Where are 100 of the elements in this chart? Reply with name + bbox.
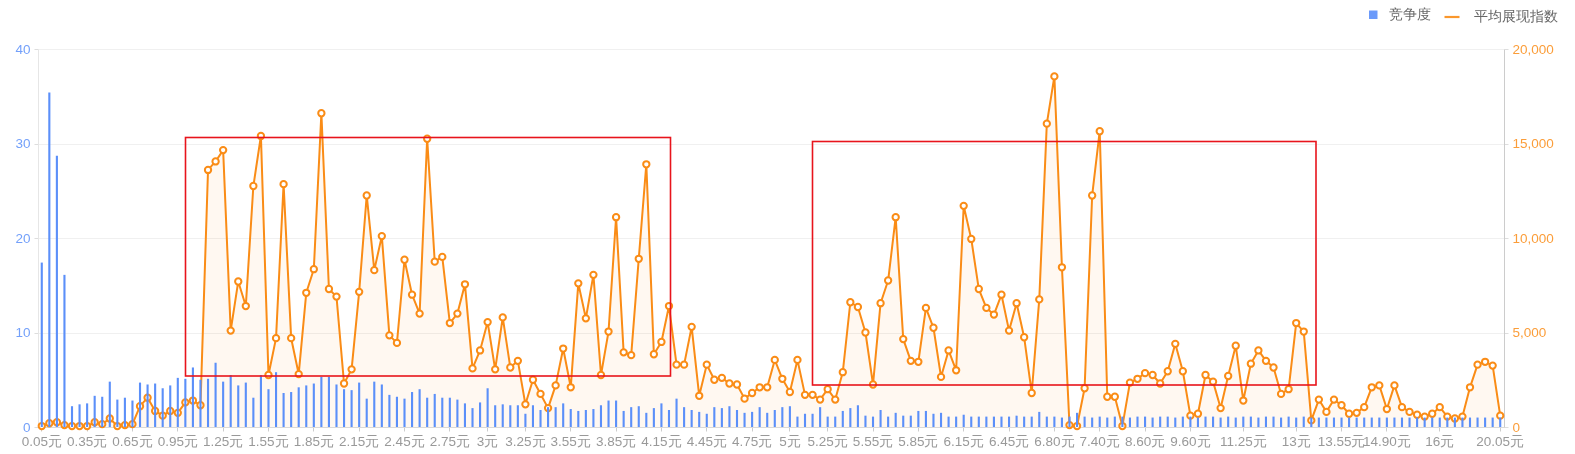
bar xyxy=(690,409,693,427)
bar xyxy=(1234,417,1237,427)
bar xyxy=(1181,416,1184,427)
bar xyxy=(1166,416,1169,427)
bar xyxy=(856,405,859,427)
bar xyxy=(471,408,474,427)
bar xyxy=(335,384,338,427)
legend-label: 平均展现指数 xyxy=(1474,9,1558,24)
bar xyxy=(524,413,527,427)
x-tick-label: 16元 xyxy=(1425,433,1455,449)
x-tick-label: 4.75元 xyxy=(731,433,773,449)
bar xyxy=(1332,417,1336,427)
x-tick-label: 0.65元 xyxy=(112,433,153,449)
bar xyxy=(274,372,278,427)
bar xyxy=(297,387,300,427)
bar xyxy=(652,408,655,427)
bar xyxy=(1038,411,1041,427)
bar xyxy=(1015,415,1018,427)
bar xyxy=(675,398,678,427)
bar xyxy=(630,407,633,427)
bar xyxy=(373,381,376,427)
y2-tick-label: 20,000 xyxy=(1512,41,1554,57)
bar xyxy=(962,414,965,427)
bar xyxy=(1484,417,1487,427)
bar xyxy=(1007,416,1011,427)
bar xyxy=(917,410,920,427)
bar xyxy=(1438,417,1441,427)
bar xyxy=(569,409,572,427)
bar xyxy=(1468,417,1472,427)
x-tick-label: 6.45元 xyxy=(988,433,1030,449)
y-tick-label: 40 xyxy=(15,41,31,57)
bar xyxy=(1023,416,1026,427)
bar xyxy=(1363,417,1366,427)
bar xyxy=(887,416,890,427)
x-tick-label: 3.55元 xyxy=(550,433,591,449)
x-tick-label: 3.25元 xyxy=(505,433,546,449)
bar xyxy=(728,406,731,427)
bar xyxy=(826,416,829,427)
bar xyxy=(698,411,701,427)
bar xyxy=(871,416,875,427)
y2-tick-label: 0 xyxy=(1512,419,1521,435)
bar xyxy=(380,384,383,427)
bar xyxy=(206,378,210,427)
bar xyxy=(448,397,451,427)
x-tick-label: 20.05元 xyxy=(1476,433,1525,449)
x-tick-label: 2.75元 xyxy=(429,433,470,449)
bar xyxy=(1257,417,1260,427)
bar xyxy=(327,376,330,427)
bar xyxy=(1098,416,1101,427)
x-tick-label: 5元 xyxy=(779,433,801,449)
bar xyxy=(1083,416,1086,427)
bar xyxy=(1174,417,1177,427)
bar xyxy=(1242,416,1245,427)
bar xyxy=(554,407,557,427)
bar xyxy=(713,407,716,427)
bar xyxy=(939,412,943,427)
bar xyxy=(1370,417,1373,427)
x-tick-label: 1.85元 xyxy=(293,433,334,449)
y2-tick-label: 10,000 xyxy=(1512,230,1554,246)
bar xyxy=(1212,416,1215,427)
bar xyxy=(562,403,565,427)
bar xyxy=(1400,417,1404,427)
bar xyxy=(1159,416,1162,427)
bar xyxy=(1491,417,1494,427)
bar xyxy=(222,381,225,427)
bar xyxy=(1053,416,1056,427)
bar xyxy=(350,390,353,427)
bar xyxy=(365,398,368,427)
bar xyxy=(615,400,618,427)
x-tick-label: 5.55元 xyxy=(852,433,894,449)
bar xyxy=(1378,417,1381,427)
bar xyxy=(1091,417,1094,427)
y-tick-label: 0 xyxy=(22,419,31,435)
bar xyxy=(305,385,308,427)
bar xyxy=(516,405,519,427)
bar xyxy=(751,411,754,427)
x-tick-label: 9.60元 xyxy=(1170,433,1211,449)
bar xyxy=(947,416,950,427)
x-tick-label: 11.25元 xyxy=(1219,433,1267,449)
bar xyxy=(214,362,217,427)
bar xyxy=(902,415,905,427)
x-tick-label: 6.15元 xyxy=(943,433,984,449)
x-tick-label: 7.40元 xyxy=(1079,433,1120,449)
bar xyxy=(290,392,293,427)
x-tick-label: 2.15元 xyxy=(339,433,380,449)
bar xyxy=(358,382,361,427)
bar xyxy=(229,375,232,427)
bar xyxy=(1144,416,1147,427)
bar xyxy=(1280,417,1283,427)
bar xyxy=(539,409,542,427)
bar xyxy=(584,409,587,427)
legend-label: 竞争度 xyxy=(1389,6,1431,22)
x-tick-label: 6.80元 xyxy=(1034,433,1075,449)
bar xyxy=(781,407,784,427)
bar xyxy=(1385,417,1388,427)
bar xyxy=(1204,416,1207,427)
bar xyxy=(1136,416,1139,427)
bar xyxy=(992,416,995,427)
bar xyxy=(1000,416,1003,427)
bar xyxy=(1030,416,1033,427)
